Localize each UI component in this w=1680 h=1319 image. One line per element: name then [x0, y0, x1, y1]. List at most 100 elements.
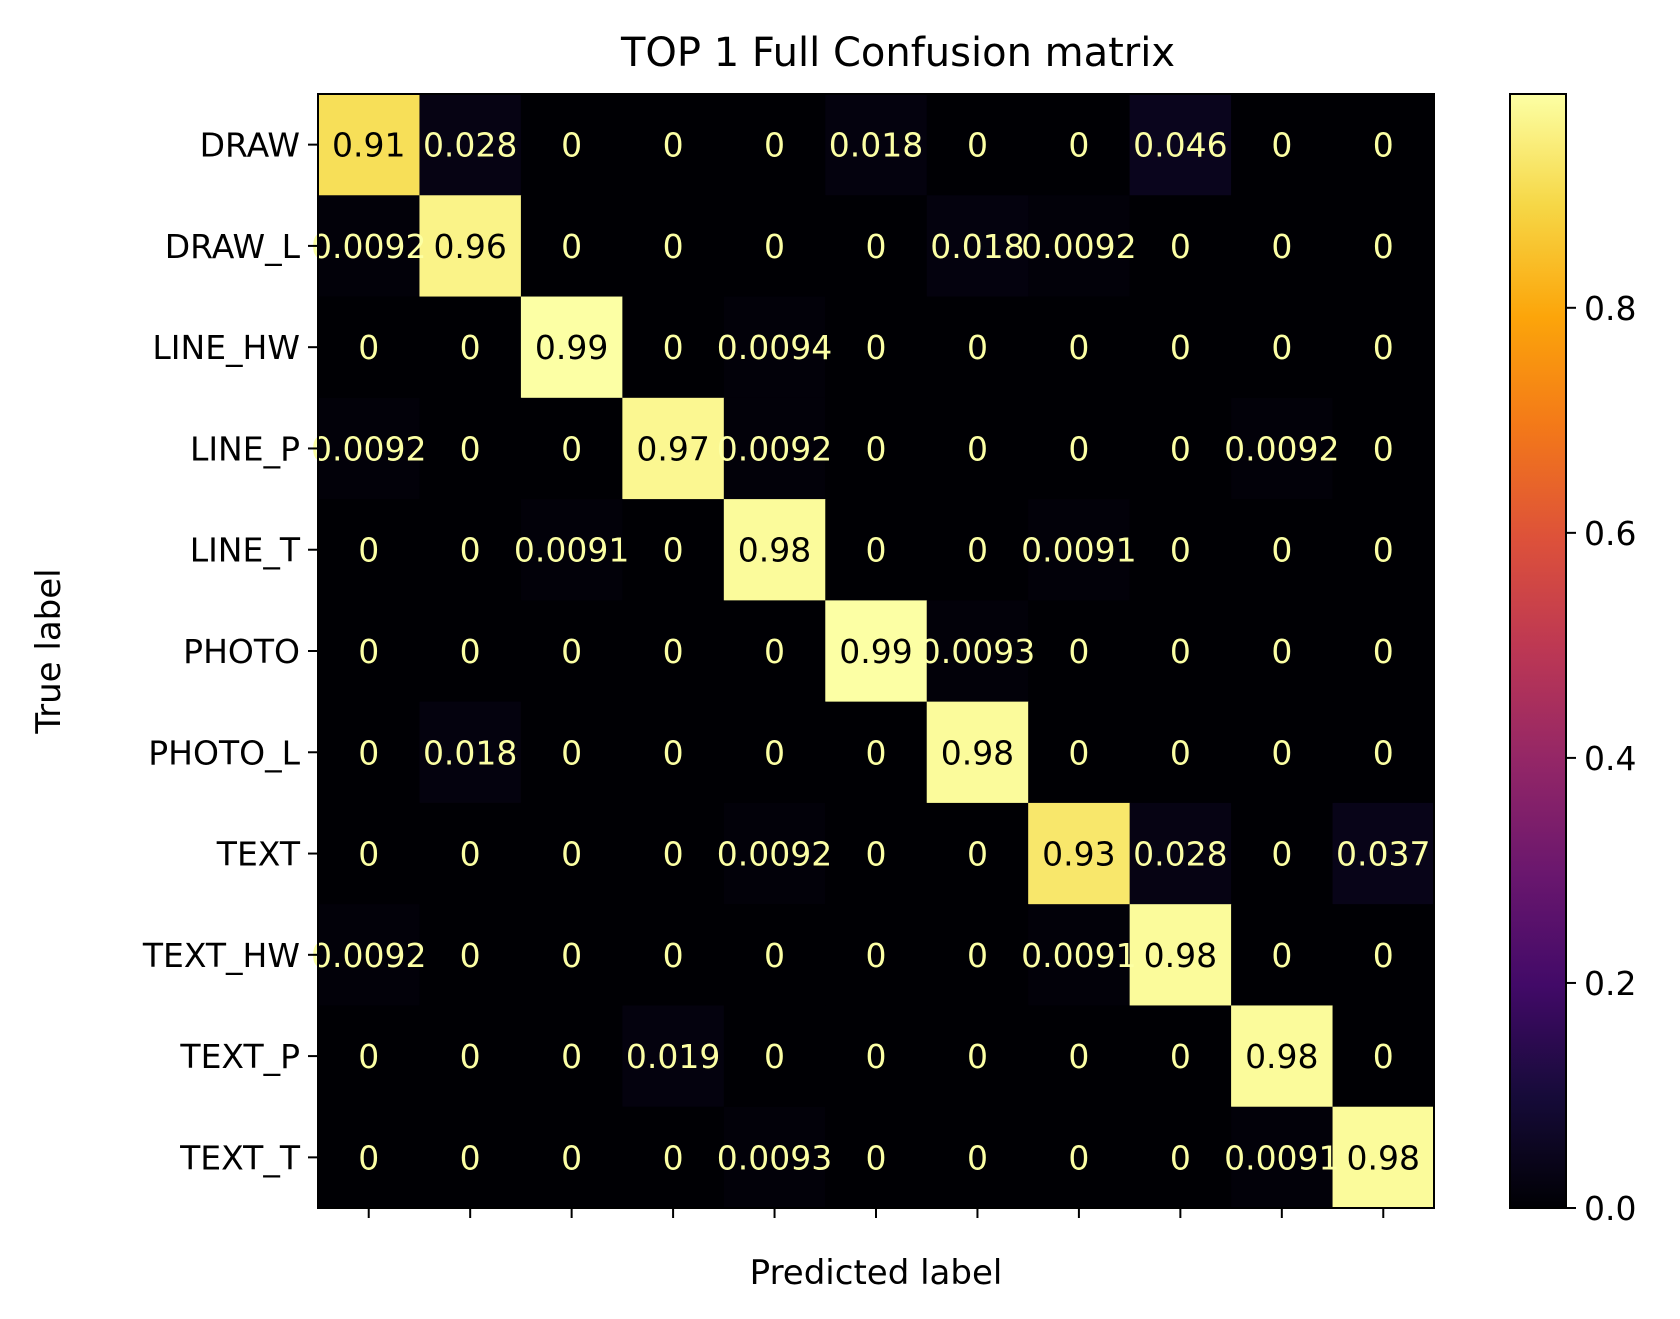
y-tick-label: DRAW_L	[165, 227, 301, 266]
matrix-cell-label: 0	[764, 1037, 785, 1076]
matrix-cell	[318, 600, 420, 703]
matrix-cell-label: 0	[967, 328, 988, 367]
matrix-cell-label: 0	[663, 936, 684, 975]
chart-title: TOP 1 Full Confusion matrix	[620, 30, 1175, 76]
matrix-cell-label: 0	[663, 733, 684, 772]
matrix-cell	[926, 600, 1029, 703]
matrix-cell	[1028, 499, 1131, 601]
matrix-cell	[419, 296, 522, 399]
matrix-cell	[1028, 94, 1131, 196]
matrix-cell-label: 0	[1271, 227, 1292, 266]
matrix-cell	[723, 499, 826, 601]
matrix-cell	[318, 1106, 420, 1209]
matrix-cell	[825, 802, 928, 905]
matrix-cell-label: 0	[460, 632, 481, 671]
matrix-cell-label: 0	[358, 1037, 379, 1076]
matrix-cell	[318, 701, 420, 804]
matrix-cell	[1028, 195, 1131, 298]
matrix-cell-label: 0	[561, 227, 582, 266]
matrix-cell-label: 0	[1068, 1138, 1089, 1177]
matrix-cell	[1231, 904, 1334, 1006]
matrix-cell-label: 0.0094	[717, 328, 832, 367]
matrix-cell	[1028, 1106, 1131, 1209]
matrix-cell	[825, 499, 928, 601]
matrix-cell	[1332, 397, 1435, 500]
matrix-cell	[1231, 296, 1334, 399]
matrix-cell	[622, 94, 725, 196]
matrix-cell-label: 0	[1373, 1037, 1394, 1076]
matrix-cell-label: 0	[1170, 1138, 1191, 1177]
matrix-cell-label: 0	[866, 429, 887, 468]
matrix-cell	[1129, 904, 1232, 1006]
matrix-cell-label: 0.028	[423, 126, 517, 165]
matrix-cell	[622, 499, 725, 601]
matrix-cell	[520, 499, 623, 601]
matrix-cell-label: 0	[460, 835, 481, 874]
matrix-cell-label: 0	[967, 1037, 988, 1076]
matrix-cell-label: 0	[1170, 733, 1191, 772]
matrix-cell	[825, 600, 928, 703]
y-tick-label: TEXT_P	[179, 1037, 300, 1076]
matrix-cell-label: 0	[1271, 531, 1292, 570]
matrix-cell	[419, 701, 522, 804]
matrix-cell	[825, 296, 928, 399]
matrix-cell	[1332, 802, 1435, 905]
matrix-cell	[723, 1106, 826, 1209]
matrix-cell-label: 0.0092	[717, 429, 832, 468]
colorbar-tick-label: 0.2	[1584, 964, 1636, 1003]
matrix-cell-label: 0.018	[423, 733, 517, 772]
matrix-cell	[1028, 802, 1131, 905]
matrix-cell-label: 0	[1068, 632, 1089, 671]
matrix-cell	[622, 296, 725, 399]
matrix-cell	[1028, 904, 1131, 1006]
matrix-cell-label: 0	[358, 835, 379, 874]
matrix-cell	[318, 499, 420, 601]
matrix-cell-label: 0	[1068, 733, 1089, 772]
matrix-cell	[1231, 1005, 1334, 1108]
matrix-cell	[1231, 397, 1334, 500]
matrix-cell	[1231, 600, 1334, 703]
matrix-cell-label: 0	[561, 126, 582, 165]
matrix-cell	[318, 195, 420, 298]
matrix-cell-label: 0	[1271, 126, 1292, 165]
matrix-cell	[419, 94, 522, 196]
y-tick-label: TEXT_T	[179, 1138, 301, 1177]
matrix-cell	[1129, 600, 1232, 703]
matrix-cell	[1129, 701, 1232, 804]
x-axis-label: Predicted label	[750, 1253, 1003, 1293]
matrix-cell	[723, 397, 826, 500]
matrix-cell-label: 0.0092	[311, 936, 426, 975]
matrix-cell-label: 0	[1271, 936, 1292, 975]
matrix-cell	[318, 94, 420, 196]
matrix-cell	[1028, 296, 1131, 399]
matrix-cell-label: 0	[1170, 632, 1191, 671]
matrix-cell-label: 0	[967, 531, 988, 570]
matrix-cell	[419, 600, 522, 703]
matrix-cell	[926, 1005, 1029, 1108]
matrix-cell	[419, 499, 522, 601]
y-tick-label: PHOTO	[183, 632, 300, 671]
matrix-cell	[825, 701, 928, 804]
matrix-cell	[1028, 1005, 1131, 1108]
matrix-cell	[1028, 397, 1131, 500]
matrix-cell-label: 0	[1068, 328, 1089, 367]
matrix-cell-label: 0	[1170, 227, 1191, 266]
matrix-cell-label: 0	[1373, 531, 1394, 570]
matrix-cell-label: 0.018	[829, 126, 923, 165]
matrix-cell	[622, 1106, 725, 1209]
matrix-cell-label: 0.0092	[717, 835, 832, 874]
y-tick-label: TEXT_HW	[142, 936, 300, 975]
matrix-cell	[318, 397, 420, 500]
matrix-cell	[723, 94, 826, 196]
matrix-cell-label: 0	[1271, 328, 1292, 367]
matrix-cell-label: 0.0091	[1021, 936, 1136, 975]
matrix-cell	[1332, 499, 1435, 601]
matrix-cell-label: 0	[1373, 126, 1394, 165]
matrix-cell-label: 0.98	[941, 733, 1014, 772]
matrix-cell-label: 0	[460, 531, 481, 570]
matrix-cell-label: 0.98	[738, 531, 811, 570]
matrix-cell	[1332, 904, 1435, 1006]
matrix-cell-label: 0	[1271, 632, 1292, 671]
matrix-cell	[622, 904, 725, 1006]
matrix-cell	[825, 94, 928, 196]
